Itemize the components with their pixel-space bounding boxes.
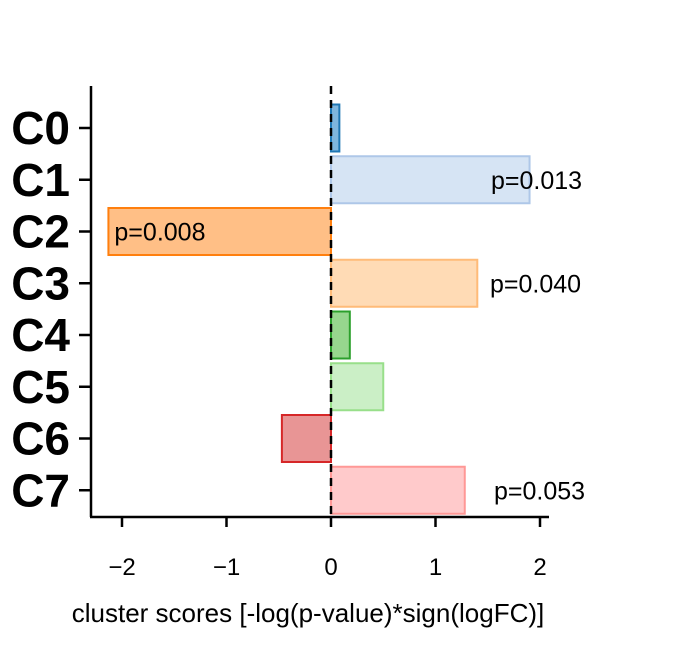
x-axis-title: cluster scores [-log(p-value)*sign(logFC… bbox=[72, 598, 544, 628]
bar-c1 bbox=[330, 155, 531, 205]
bar-c4 bbox=[330, 310, 351, 360]
x-tick-label: −1 bbox=[213, 554, 240, 581]
category-label-c5: C5 bbox=[11, 361, 70, 413]
x-tick-label: 0 bbox=[324, 554, 337, 581]
x-tick-label: 2 bbox=[533, 554, 546, 581]
bars-group bbox=[107, 103, 531, 515]
category-label-c2: C2 bbox=[11, 206, 70, 258]
p-value-annotations: p=0.013 p=0.008 p=0.040 p=0.053 bbox=[114, 167, 585, 506]
bar-c0 bbox=[330, 103, 341, 153]
p-value-label-c1: p=0.013 bbox=[491, 167, 582, 195]
bar-c5 bbox=[330, 362, 385, 412]
x-tick-label: −2 bbox=[108, 554, 135, 581]
p-value-label-c2: p=0.008 bbox=[114, 219, 205, 247]
category-label-c7: C7 bbox=[11, 464, 70, 516]
category-label-c0: C0 bbox=[11, 102, 70, 154]
bar-c2 bbox=[107, 207, 333, 256]
bar-c7 bbox=[330, 465, 466, 515]
category-label-c3: C3 bbox=[11, 257, 70, 309]
bar-c6 bbox=[280, 414, 333, 463]
category-label-c4: C4 bbox=[11, 309, 70, 361]
x-tick-label: 1 bbox=[429, 554, 442, 581]
p-value-label-c7: p=0.053 bbox=[494, 477, 585, 505]
category-label-c6: C6 bbox=[11, 413, 70, 465]
p-value-label-c3: p=0.040 bbox=[490, 270, 581, 298]
x-tick-labels: −2 −1 0 1 2 bbox=[108, 517, 547, 581]
category-label-c1: C1 bbox=[11, 154, 70, 206]
bar-c3 bbox=[330, 258, 479, 308]
